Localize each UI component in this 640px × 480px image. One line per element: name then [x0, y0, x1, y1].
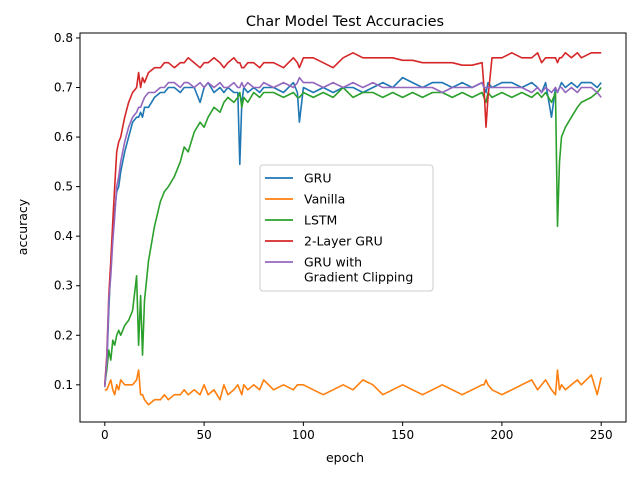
series-line-0 [104, 76, 602, 385]
plot-frame [79, 32, 627, 423]
chart-title: Char Model Test Accuracies [246, 14, 444, 30]
legend-label-4: GRU with [304, 255, 362, 270]
legend: GRU Vanilla LSTM 2-Layer GRU GRU withGradien… [259, 164, 434, 292]
y-tick-label: 0.3 [54, 279, 73, 293]
legend-label-2: LSTM [304, 213, 337, 228]
series-line-4 [104, 76, 602, 388]
y-tick-label: 0.1 [54, 378, 73, 392]
x-tick-label: 50 [196, 428, 211, 442]
legend-label-0: GRU [304, 171, 332, 186]
x-tick-label: 250 [590, 428, 613, 442]
x-tick-label: 200 [490, 428, 513, 442]
series-line-3 [104, 52, 602, 385]
y-axis-label: accuracy [15, 198, 30, 255]
legend-label-1: Vanilla [304, 192, 345, 207]
y-tick-label: 0.4 [54, 229, 73, 243]
y-tick-label: 0.8 [54, 31, 73, 45]
x-axis: 0 50 100 150 200 250 [101, 422, 613, 442]
y-tick-label: 0.2 [54, 328, 73, 342]
legend-box [259, 164, 434, 292]
y-axis: 0.1 0.2 0.3 0.4 0.5 0.6 0.7 0.8 [54, 31, 80, 392]
x-tick-label: 0 [101, 428, 109, 442]
series-layer [104, 52, 602, 406]
series-line-2 [104, 86, 602, 385]
y-tick-label: 0.6 [54, 130, 73, 144]
legend-label-3: 2-Layer GRU [304, 234, 383, 249]
series-line-1 [104, 369, 602, 406]
legend-label-4: Gradient Clipping [304, 270, 413, 285]
y-tick-label: 0.5 [54, 180, 73, 194]
y-tick-label: 0.7 [54, 81, 73, 95]
x-tick-label: 100 [292, 428, 315, 442]
x-tick-label: 150 [391, 428, 414, 442]
x-axis-label: epoch [326, 450, 364, 465]
